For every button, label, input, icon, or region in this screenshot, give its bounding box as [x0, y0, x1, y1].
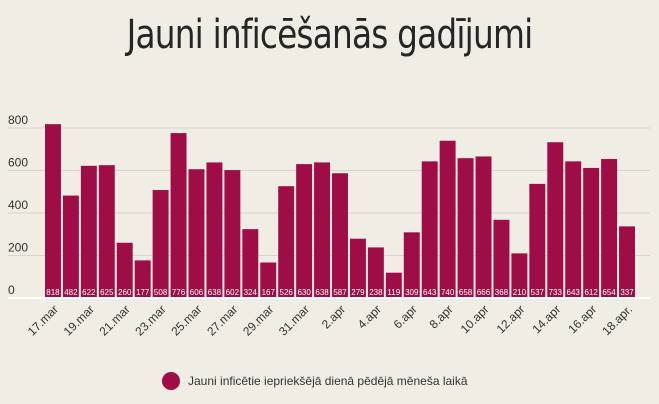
x-tick-label: 19.mar [61, 302, 97, 338]
x-tick-label: 23.mar [132, 302, 168, 338]
bar [116, 242, 133, 298]
x-tick-label: 25.mar [168, 302, 204, 338]
bar [547, 142, 564, 298]
bar [170, 133, 187, 298]
bar [619, 226, 635, 298]
data-label: 638 [315, 288, 329, 297]
bar [332, 173, 348, 298]
x-tick-label: 14.apr [529, 302, 563, 336]
x-tick-label: 12.apr [494, 302, 528, 336]
bar [80, 165, 97, 298]
data-label: 508 [154, 288, 168, 297]
bar [601, 159, 618, 298]
bar [296, 164, 313, 298]
bar [403, 232, 420, 298]
x-tick-label: 4.apr [355, 302, 384, 331]
bar [583, 167, 600, 298]
x-tick-label: 29.mar [240, 302, 276, 338]
bar [493, 219, 510, 298]
data-label: 324 [244, 288, 258, 297]
bar [314, 162, 331, 298]
y-tick-label: 800 [8, 113, 28, 127]
data-label: 654 [602, 288, 616, 297]
x-tick-label: 18.apr. [599, 302, 635, 338]
data-label: 482 [64, 288, 78, 297]
bar [439, 140, 456, 298]
data-label: 740 [441, 288, 455, 297]
bar [511, 253, 528, 298]
data-label: 643 [423, 288, 437, 297]
legend: Jauni inficētie iepriekšējā dienā pēdējā… [162, 372, 468, 390]
data-label: 167 [262, 288, 276, 297]
x-tick-label: 2.apr [319, 302, 348, 331]
data-label: 119 [387, 288, 400, 297]
bar [421, 161, 438, 298]
bar [134, 260, 151, 298]
data-label: 625 [100, 288, 114, 297]
bar [278, 186, 295, 298]
data-label: 587 [333, 288, 347, 297]
x-tick-label: 6.apr [391, 302, 420, 331]
bar [206, 162, 223, 298]
data-label: 666 [477, 288, 491, 297]
data-label: 733 [549, 288, 563, 297]
data-label: 602 [226, 288, 240, 297]
bar [529, 183, 546, 298]
data-label: 337 [620, 288, 634, 297]
data-label: 818 [46, 288, 60, 297]
bar [475, 156, 492, 298]
bar [565, 161, 582, 298]
bar [242, 229, 259, 298]
y-tick-label: 200 [8, 241, 28, 255]
bar [367, 247, 384, 298]
y-tick-label: 0 [8, 283, 15, 297]
x-tick-label: 17.mar [25, 302, 61, 338]
bar [152, 190, 169, 298]
data-label: 630 [297, 288, 311, 297]
data-label: 612 [584, 288, 598, 297]
x-tick-label: 21.mar [97, 302, 133, 338]
bar [349, 238, 366, 298]
bar [260, 262, 277, 298]
bar [385, 272, 402, 298]
legend-circle-icon [162, 372, 180, 390]
bar [62, 195, 79, 298]
bar [98, 165, 115, 298]
data-label: 622 [82, 288, 96, 297]
data-label: 368 [495, 288, 509, 297]
bar [45, 124, 61, 298]
data-label: 526 [280, 288, 294, 297]
x-tick-label: 31.mar [276, 302, 312, 338]
x-tick-label: 10.apr [458, 302, 492, 336]
data-label: 606 [190, 288, 204, 297]
x-tick-label: 16.apr [565, 302, 599, 336]
data-label: 309 [405, 288, 419, 297]
data-label: 260 [118, 288, 132, 297]
data-label: 658 [459, 288, 473, 297]
data-label: 238 [369, 288, 383, 297]
data-label: 210 [513, 288, 527, 297]
data-label: 537 [531, 288, 545, 297]
x-tick-label: 8.apr [427, 302, 456, 331]
chart-title: Jauni inficēšanās gadījumi [126, 12, 534, 58]
data-label: 776 [172, 288, 186, 297]
y-tick-label: 600 [8, 156, 28, 170]
data-label: 638 [208, 288, 222, 297]
x-tick-label: 27.mar [204, 302, 240, 338]
data-label: 177 [136, 288, 150, 297]
legend-label: Jauni inficētie iepriekšējā dienā pēdējā… [188, 374, 468, 388]
bar [457, 158, 474, 298]
data-label: 643 [567, 288, 581, 297]
bar [188, 169, 205, 298]
y-tick-label: 400 [8, 198, 28, 212]
data-label: 279 [351, 288, 365, 297]
bar [224, 170, 241, 298]
